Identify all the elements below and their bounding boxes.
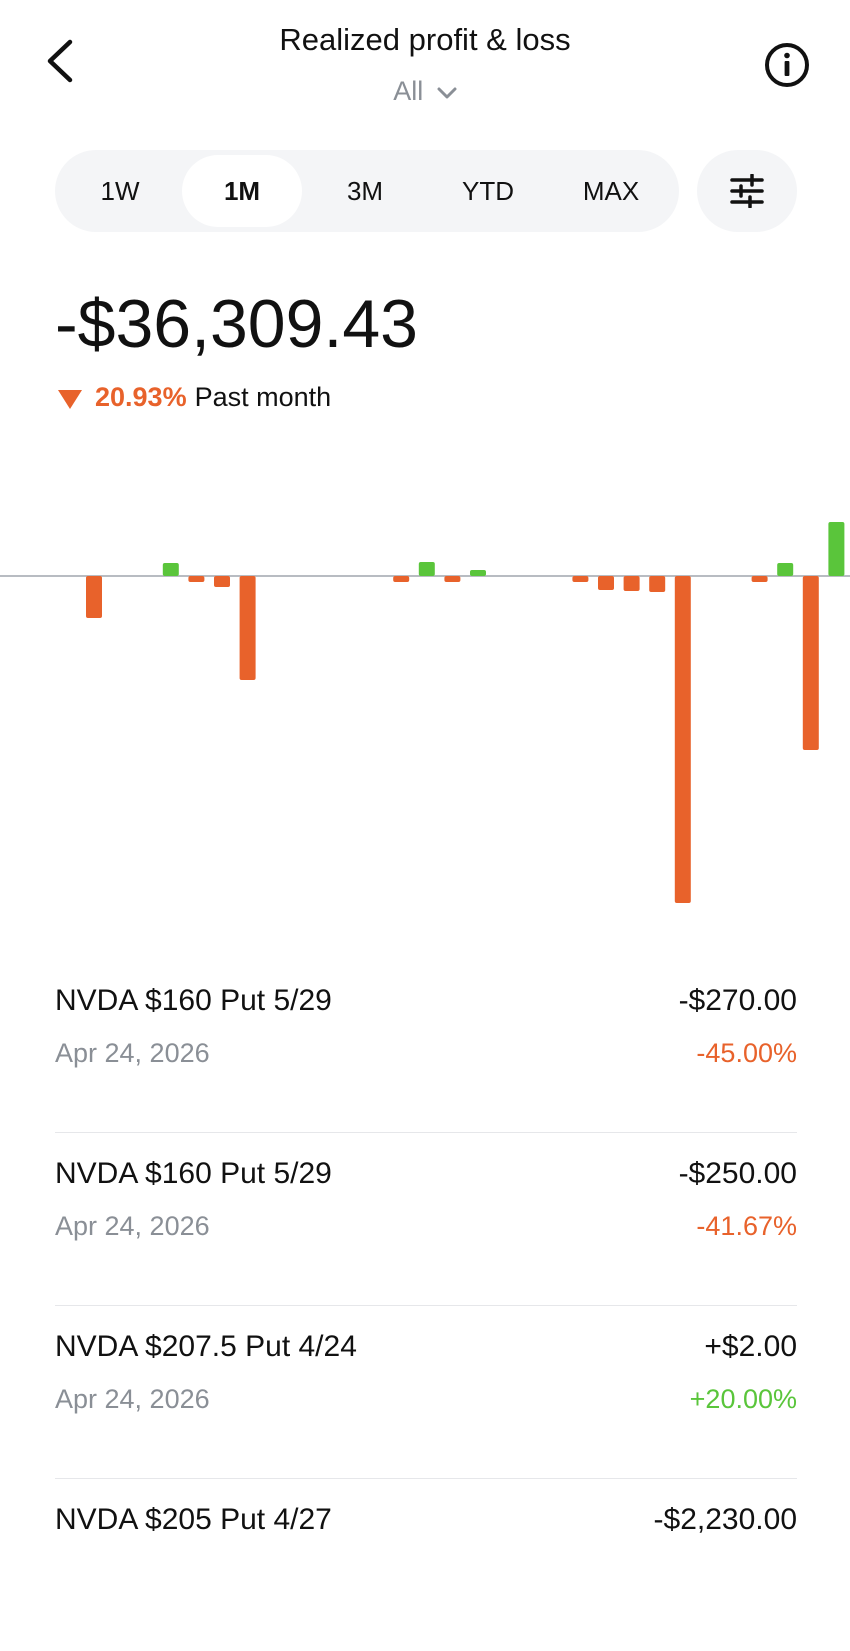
realized-amount: -$2,230.00 [653, 1503, 797, 1536]
range-tab-3m[interactable]: 3M [346, 176, 384, 206]
close-date: Apr 24, 2026 [55, 1384, 210, 1414]
change-summary: 20.93% Past month [57, 382, 331, 413]
chart-bar[interactable] [86, 576, 102, 618]
change-percent: 20.93% [95, 382, 187, 412]
info-icon [765, 43, 809, 87]
realized-percent: -45.00% [696, 1038, 797, 1068]
chart-bar[interactable] [418, 562, 435, 576]
sliders-icon [730, 174, 764, 208]
transactions-list: NVDA $160 Put 5/29 Apr 24, 2026 -$270.00… [55, 960, 797, 1651]
down-triangle-icon [58, 389, 82, 409]
realized-amount: +$2.00 [704, 1330, 797, 1363]
list-item[interactable]: NVDA $207.5 Put 4/24 Apr 24, 2026 +$2.00… [55, 1306, 797, 1479]
chart-settings-button[interactable] [697, 150, 797, 232]
position-name: NVDA $160 Put 5/29 [55, 1157, 332, 1190]
total-realized-amount: -$36,309.43 [55, 286, 418, 362]
chart-bar[interactable] [470, 570, 486, 576]
page-title: Realized profit & loss [279, 22, 571, 57]
close-date: Apr 24, 2026 [55, 1038, 210, 1068]
chart-bar[interactable] [214, 576, 230, 587]
chart-bar[interactable] [239, 576, 256, 680]
list-item[interactable]: NVDA $160 Put 5/29 Apr 24, 2026 -$270.00… [55, 960, 797, 1133]
realized-amount: -$270.00 [678, 984, 797, 1017]
time-range-selector: 1W 1M 3M YTD MAX [55, 150, 679, 232]
list-item[interactable]: NVDA $205 Put 4/27 -$2,230.00 [55, 1479, 797, 1651]
info-button[interactable] [762, 40, 812, 90]
realized-percent: +20.00% [689, 1384, 797, 1414]
range-tab-1m[interactable]: 1M [182, 155, 302, 227]
realized-amount: -$250.00 [678, 1157, 797, 1190]
position-name: NVDA $207.5 Put 4/24 [55, 1330, 357, 1363]
chart-bar[interactable] [623, 576, 640, 591]
chart-bar[interactable] [188, 576, 205, 582]
close-date: Apr 24, 2026 [55, 1211, 210, 1241]
chart-bar[interactable] [777, 563, 794, 576]
range-tab-max[interactable]: MAX [582, 176, 640, 206]
position-name: NVDA $160 Put 5/29 [55, 984, 332, 1017]
range-tab-1w[interactable]: 1W [100, 176, 140, 206]
account-filter-dropdown[interactable]: All [0, 76, 850, 107]
back-button[interactable] [38, 36, 88, 86]
chart-bar[interactable] [674, 576, 691, 903]
realized-percent: -41.67% [696, 1211, 797, 1241]
chevron-down-icon [437, 87, 457, 99]
chart-bar[interactable] [572, 576, 589, 582]
change-period: Past month [194, 382, 332, 412]
filter-label: All [393, 76, 424, 106]
chart-bar[interactable] [802, 576, 819, 750]
chart-bar[interactable] [393, 576, 410, 582]
chevron-left-icon [47, 39, 73, 83]
chart-bar[interactable] [598, 576, 614, 590]
chart-bar[interactable] [751, 576, 768, 582]
header: Realized profit & loss All [0, 0, 850, 120]
list-item[interactable]: NVDA $160 Put 5/29 Apr 24, 2026 -$250.00… [55, 1133, 797, 1306]
chart-bar[interactable] [828, 522, 845, 576]
chart-bar[interactable] [649, 576, 666, 592]
chart-bar[interactable] [444, 576, 461, 582]
chart-bar[interactable] [162, 563, 179, 576]
daily-pnl-bar-chart[interactable] [0, 430, 850, 950]
range-tab-ytd[interactable]: YTD [462, 176, 514, 206]
position-name: NVDA $205 Put 4/27 [55, 1503, 332, 1536]
